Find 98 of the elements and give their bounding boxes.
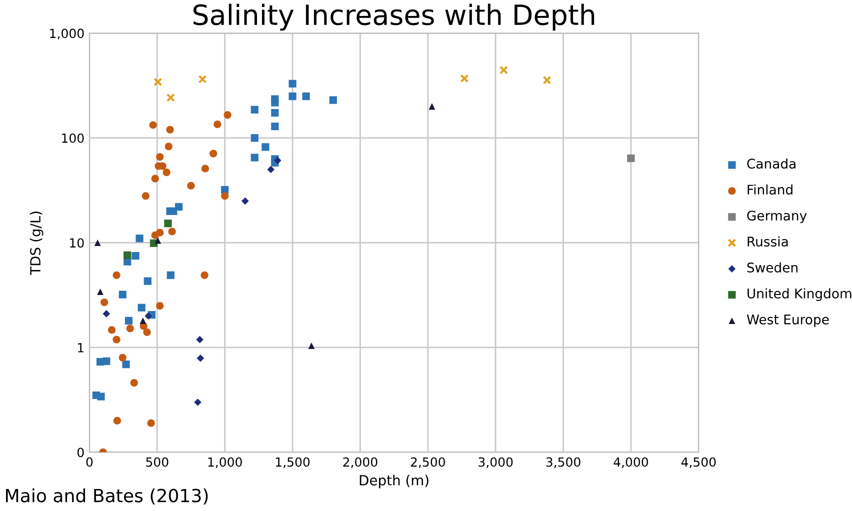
point: [151, 174, 159, 182]
point: [201, 164, 210, 172]
point: [187, 182, 195, 190]
point: [308, 342, 315, 349]
point: [97, 392, 105, 400]
y-tick-label: 10: [70, 238, 84, 248]
legend-label: Finland: [748, 184, 792, 195]
point: [168, 228, 176, 236]
x-tick-label: 2,500: [410, 457, 445, 468]
point: [143, 328, 151, 336]
point: [241, 197, 249, 205]
point: [144, 277, 152, 285]
point: [224, 111, 232, 119]
point: [136, 234, 144, 242]
point: [97, 288, 104, 296]
point: [138, 304, 146, 312]
legend-label: Sweden: [747, 262, 798, 273]
legend-label: West Europe: [746, 314, 829, 327]
point: [118, 354, 126, 362]
point: [166, 271, 174, 279]
point: [112, 336, 120, 344]
point: [132, 252, 140, 260]
point: [126, 324, 134, 332]
point: [100, 298, 108, 306]
point: [271, 98, 279, 106]
point: [124, 316, 133, 325]
point: [274, 156, 282, 164]
legend-label: Germany: [747, 210, 807, 224]
point: [113, 416, 122, 425]
point: [428, 103, 436, 110]
text: Maio and Bates (2013): [6, 488, 208, 505]
point: [156, 302, 164, 310]
x-tick-label: 3,500: [546, 457, 580, 468]
legend-label: Canada: [747, 158, 796, 169]
point: [460, 74, 469, 83]
point: [156, 228, 164, 236]
y-tick-label: 0: [77, 448, 84, 458]
x-tick-label: 500: [146, 457, 168, 467]
point: [130, 379, 138, 387]
point: [94, 239, 101, 246]
y-tick-label: 1,000: [50, 28, 84, 40]
x-tick-label: 0: [86, 457, 93, 467]
x-tick-label: 4,000: [614, 457, 648, 468]
y-tick-label: 1: [78, 343, 84, 352]
point: [147, 419, 155, 427]
y-tick-label: 100: [62, 133, 84, 143]
point: [144, 312, 152, 320]
point: [267, 166, 275, 174]
point: [262, 143, 270, 151]
x-tick-label: 1,500: [276, 457, 310, 468]
point: [102, 357, 110, 365]
point: [288, 92, 296, 100]
x-tick-label: 1,000: [208, 457, 242, 468]
point: [542, 76, 552, 84]
point: [499, 66, 508, 74]
point: [271, 122, 279, 130]
point: [164, 220, 172, 228]
point: [122, 360, 130, 368]
point: [194, 398, 202, 406]
point: [250, 134, 258, 142]
point: [166, 93, 175, 102]
point: [250, 106, 258, 114]
point: [271, 108, 279, 117]
point: [166, 126, 174, 134]
point: [166, 207, 174, 215]
point: [210, 150, 218, 158]
point: [198, 74, 207, 84]
point: [288, 80, 296, 88]
y-axis-title: TDS (g/L): [30, 212, 44, 276]
point: [149, 121, 157, 129]
chart-title: Salinity Increases with Depth: [193, 4, 594, 31]
point: [102, 310, 110, 318]
point: [214, 120, 222, 128]
point: [156, 153, 164, 161]
point: [112, 271, 120, 279]
point: [196, 354, 204, 362]
point: [250, 154, 258, 162]
legend-label: United Kingdom: [748, 288, 852, 302]
point: [142, 192, 150, 200]
point: [118, 290, 126, 298]
point: [154, 237, 162, 244]
point: [124, 251, 132, 260]
x-tick-label: 4,500: [681, 457, 716, 468]
x-tick-label: 3,000: [478, 457, 513, 468]
point: [200, 271, 208, 279]
point: [196, 336, 204, 344]
point: [329, 96, 337, 104]
point: [162, 168, 170, 176]
point: [140, 317, 146, 324]
legend-label: Russia: [748, 236, 788, 247]
point: [302, 92, 310, 100]
point: [108, 326, 116, 334]
point: [154, 78, 162, 86]
x-tick-label: 2,000: [343, 457, 378, 468]
point: [164, 142, 172, 150]
point: [221, 192, 229, 200]
x-axis-title: Depth (m): [360, 474, 428, 488]
point: [627, 154, 635, 162]
